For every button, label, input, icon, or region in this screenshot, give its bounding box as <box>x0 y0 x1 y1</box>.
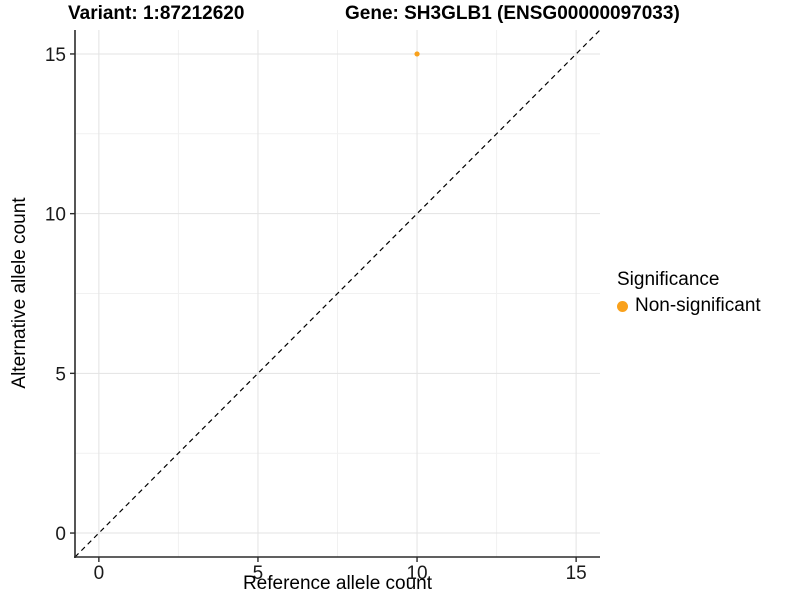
legend-key-dot <box>617 300 628 312</box>
plot-title-variant: Variant: 1:87212620 <box>68 3 245 24</box>
y-tick-label: 15 <box>45 45 66 66</box>
y-axis-title: Alternative allele count <box>9 197 30 389</box>
y-tick-label: 0 <box>55 524 66 545</box>
legend: Significance Non-significant <box>617 269 797 317</box>
y-tick-label: 5 <box>55 364 66 385</box>
data-point <box>414 51 420 57</box>
legend-title: Significance <box>617 269 720 290</box>
legend-entry: Non-significant <box>617 295 797 317</box>
x-tick-label: 15 <box>566 563 587 584</box>
identity-line <box>74 29 601 558</box>
x-tick-label: 0 <box>94 563 105 584</box>
legend-entry-label: Non-significant <box>635 295 761 316</box>
plot-title-gene: Gene: SH3GLB1 (ENSG00000097033) <box>345 3 680 24</box>
x-axis-title: Reference allele count <box>242 573 433 594</box>
x-tick-label: 10 <box>406 563 427 584</box>
y-tick-label: 10 <box>45 205 66 226</box>
x-tick-label: 5 <box>253 563 264 584</box>
